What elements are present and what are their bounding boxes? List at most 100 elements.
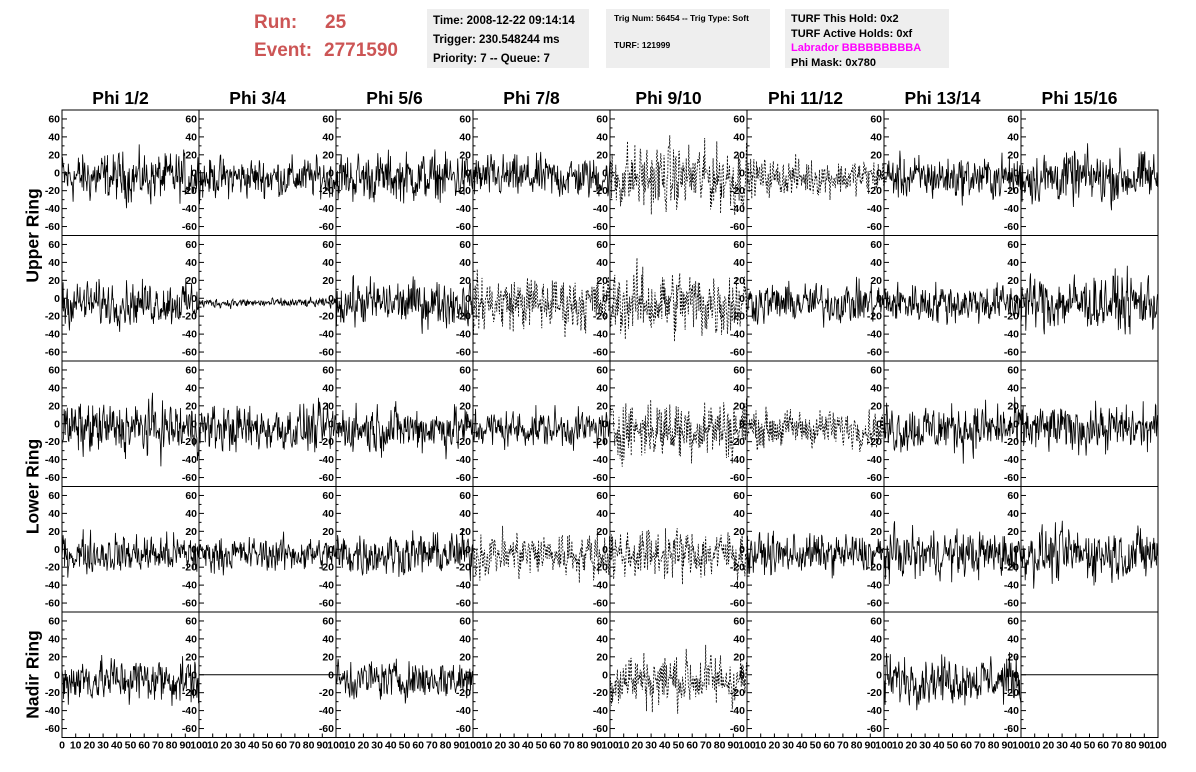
waveform-trace — [1020, 400, 1159, 456]
column-header-phi-1-2: Phi 1/2 — [92, 88, 149, 108]
y-tick-label: -20 — [182, 311, 197, 323]
waveform-trace — [472, 405, 611, 451]
x-tick-label: 80 — [577, 740, 589, 752]
y-tick-label: -20 — [319, 436, 334, 448]
x-tick-label: 40 — [248, 740, 260, 752]
y-tick-label: 0 — [328, 669, 334, 681]
y-tick-label: 0 — [602, 669, 608, 681]
y-tick-label: -20 — [45, 311, 60, 323]
panel-frame — [1020, 486, 1159, 613]
y-tick-label: 40 — [322, 508, 334, 520]
x-tick-label: 60 — [549, 740, 561, 752]
y-tick-label: 60 — [48, 364, 60, 376]
y-tick-label: 20 — [596, 651, 608, 663]
waveform-trace — [1020, 265, 1159, 335]
time-text: Time: 2008-12-22 09:14:14 — [433, 15, 575, 27]
y-tick-label: -60 — [182, 472, 197, 484]
y-tick-label: 20 — [596, 149, 608, 161]
y-tick-label: 60 — [596, 615, 608, 627]
y-tick-label: -40 — [45, 203, 60, 215]
waveform-trace — [883, 281, 1022, 325]
y-tick-label: -60 — [45, 347, 60, 359]
waveform-trace — [1020, 143, 1159, 211]
y-tick-label: -40 — [730, 580, 745, 592]
panel-frame — [609, 235, 748, 362]
waveform-trace — [472, 151, 611, 198]
x-tick-label: 60 — [138, 740, 150, 752]
y-tick-label: 20 — [48, 275, 60, 287]
y-tick-label: -60 — [1004, 221, 1019, 233]
y-tick-label: 60 — [596, 113, 608, 125]
x-tick-label: 100 — [1149, 740, 1167, 752]
x-tick-label: 30 — [1056, 740, 1068, 752]
y-tick-label: -20 — [593, 185, 608, 197]
y-tick-label: 20 — [870, 275, 882, 287]
y-tick-label: -20 — [182, 562, 197, 574]
y-tick-label: 60 — [459, 113, 471, 125]
y-tick-label: -60 — [867, 598, 882, 610]
y-tick-label: -20 — [45, 185, 60, 197]
y-tick-label: 40 — [185, 508, 197, 520]
y-tick-label: 40 — [322, 382, 334, 394]
x-tick-label: 10 — [207, 740, 219, 752]
y-tick-label: 20 — [185, 149, 197, 161]
y-tick-label: 60 — [1007, 615, 1019, 627]
column-header-phi-11-12: Phi 11/12 — [768, 88, 843, 108]
x-tick-label: 20 — [358, 740, 370, 752]
x-tick-label: 90 — [1001, 740, 1013, 752]
x-tick-label: 70 — [700, 740, 712, 752]
waveform-trace — [472, 525, 611, 583]
y-tick-label: -60 — [45, 723, 60, 735]
y-tick-label: -40 — [319, 454, 334, 466]
y-tick-label: 0 — [465, 293, 471, 305]
x-tick-label: 30 — [234, 740, 246, 752]
y-tick-label: 40 — [48, 257, 60, 269]
y-tick-label: 40 — [596, 257, 608, 269]
y-tick-label: -20 — [319, 687, 334, 699]
y-tick-label: 0 — [1013, 669, 1019, 681]
y-tick-label: -60 — [319, 598, 334, 610]
y-tick-label: -60 — [319, 347, 334, 359]
y-tick-label: -40 — [730, 705, 745, 717]
x-tick-label: 30 — [508, 740, 520, 752]
x-tick-label: 40 — [796, 740, 808, 752]
y-tick-label: 40 — [1007, 633, 1019, 645]
x-tick-label: 40 — [522, 740, 534, 752]
y-tick-label: 0 — [739, 544, 745, 556]
x-tick-label: 90 — [727, 740, 739, 752]
column-header-phi-13-14: Phi 13/14 — [904, 88, 981, 108]
column-header-phi-9-10: Phi 9/10 — [635, 88, 702, 108]
x-tick-label: 10 — [618, 740, 630, 752]
event-value: 2771590 — [324, 40, 398, 61]
y-tick-label: 0 — [876, 293, 882, 305]
x-tick-label: 40 — [1070, 740, 1082, 752]
y-tick-label: 20 — [185, 400, 197, 412]
y-tick-label: 20 — [596, 400, 608, 412]
y-tick-label: -40 — [45, 580, 60, 592]
waveform-trace — [335, 275, 474, 334]
y-tick-label: -60 — [1004, 598, 1019, 610]
y-tick-label: 0 — [739, 167, 745, 179]
y-tick-label: -60 — [456, 598, 471, 610]
waveform-trace — [1020, 520, 1159, 589]
run-label: Run: — [254, 12, 298, 33]
y-tick-label: -20 — [593, 436, 608, 448]
y-tick-label: 60 — [1007, 490, 1019, 502]
y-tick-label: -40 — [593, 705, 608, 717]
x-tick-label: 50 — [125, 740, 137, 752]
y-tick-label: -60 — [182, 723, 197, 735]
waveform-trace — [198, 154, 337, 205]
x-tick-label: 60 — [1097, 740, 1109, 752]
y-tick-label: -20 — [593, 311, 608, 323]
waveform-trace — [746, 530, 885, 579]
y-tick-label: -20 — [45, 687, 60, 699]
y-tick-label: 20 — [322, 149, 334, 161]
labrador-text: Labrador BBBBBBBBBA — [791, 42, 922, 54]
y-tick-label: -40 — [1004, 329, 1019, 341]
x-tick-label: 10 — [70, 740, 82, 752]
y-tick-label: 0 — [739, 669, 745, 681]
waveform-trace — [198, 531, 337, 576]
waveform-trace — [61, 392, 200, 467]
run-value: 25 — [325, 12, 347, 33]
y-tick-label: 0 — [465, 167, 471, 179]
